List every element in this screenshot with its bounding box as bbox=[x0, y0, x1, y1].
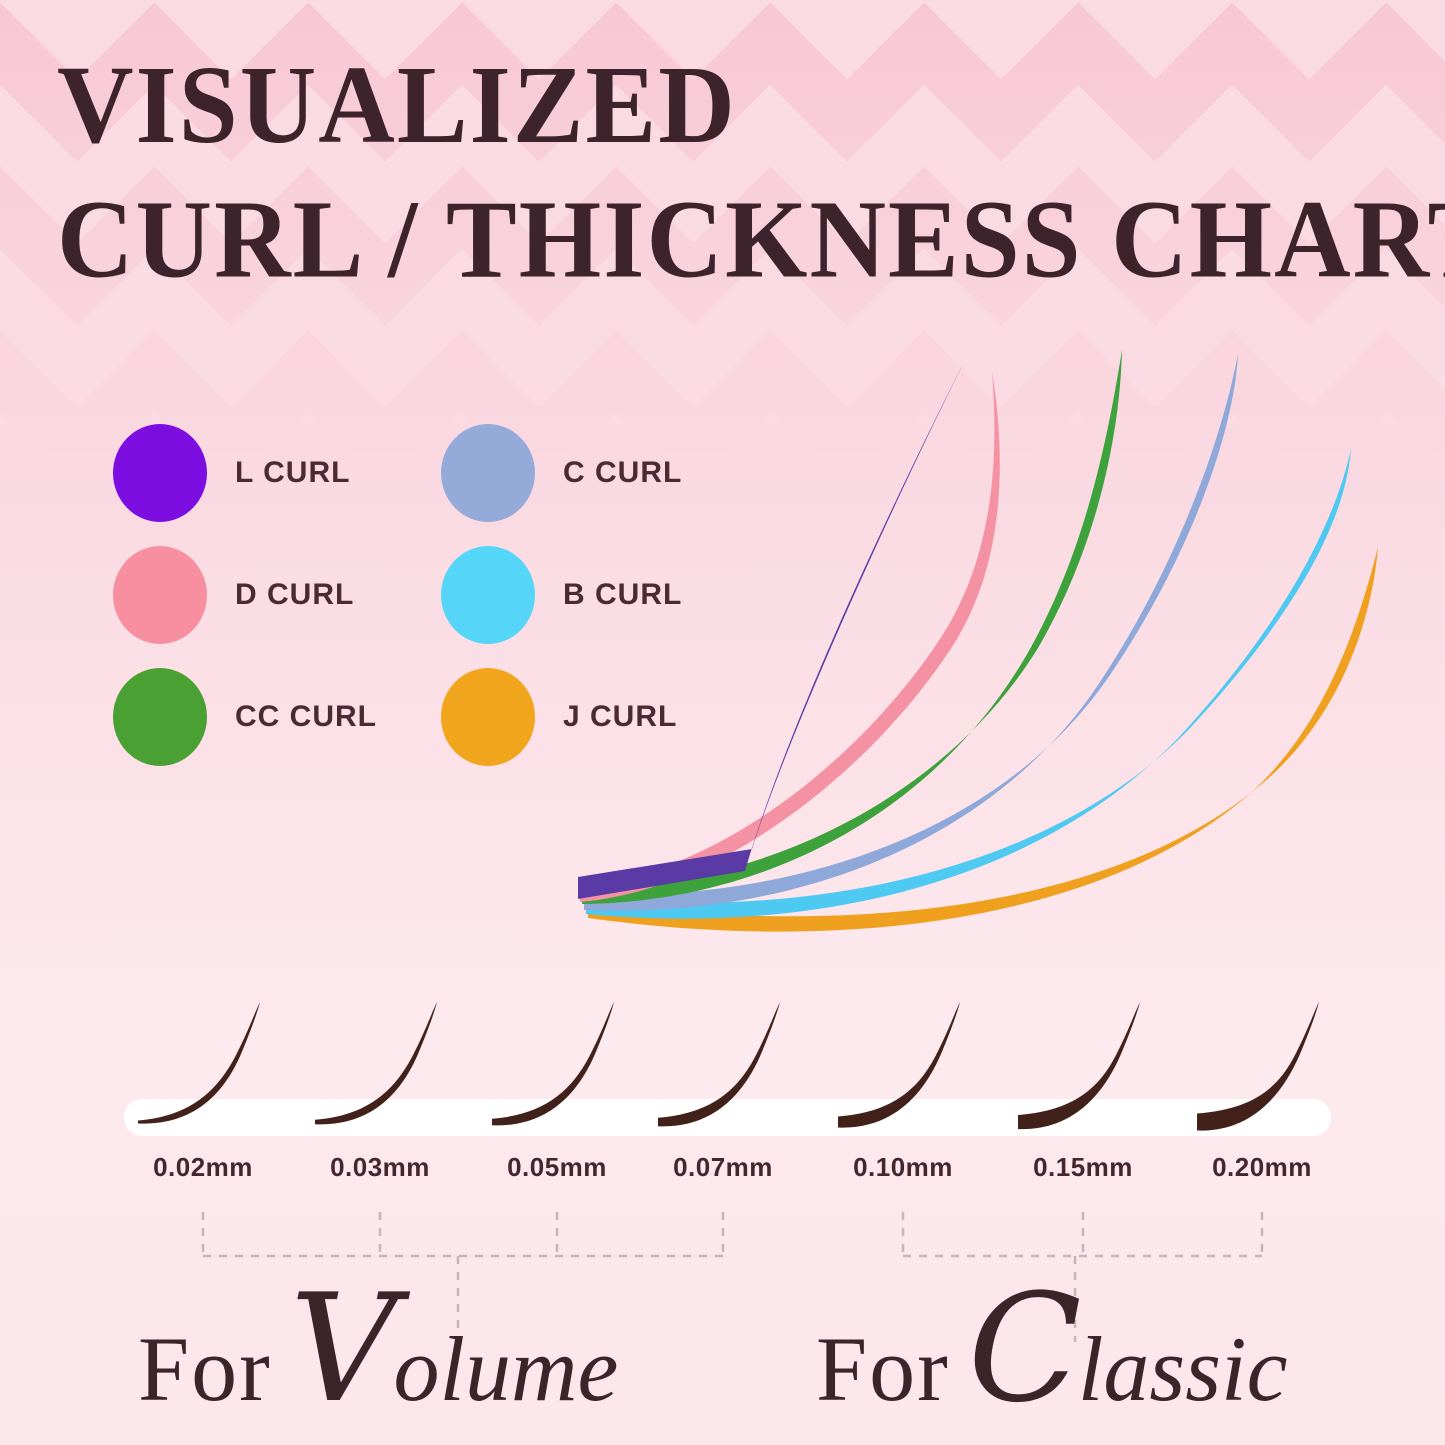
thickness-lash-samples bbox=[138, 1002, 1319, 1131]
legend-label: B CURL bbox=[563, 578, 683, 611]
lash-0.15mm bbox=[1018, 1002, 1140, 1130]
curve-l-curl bbox=[578, 358, 966, 899]
legend-item-cc-curl: CC CURL bbox=[113, 668, 441, 766]
curve-c-curl bbox=[584, 354, 1238, 911]
legend-label: D CURL bbox=[235, 578, 355, 611]
lash-0.07mm bbox=[658, 1002, 780, 1127]
lash-0.05mm bbox=[492, 1002, 614, 1126]
thickness-label-0.15mm: 0.15mm bbox=[1033, 1152, 1133, 1182]
legend-label: CC CURL bbox=[235, 700, 377, 733]
curl-legend: L CURL C CURL D CURL B CURL CC CURL J CU bbox=[113, 412, 801, 778]
legend-item-d-curl: D CURL bbox=[113, 546, 441, 644]
legend-item-j-curl: J CURL bbox=[441, 668, 801, 766]
curve-b-curl bbox=[586, 449, 1351, 919]
thickness-label-0.02mm: 0.02mm bbox=[153, 1152, 253, 1182]
thickness-label-0.05mm: 0.05mm bbox=[507, 1152, 607, 1182]
legend-item-l-curl: L CURL bbox=[113, 424, 441, 522]
curl-color-dot bbox=[113, 424, 207, 522]
legend-item-b-curl: B CURL bbox=[441, 546, 801, 644]
curl-color-dot bbox=[441, 546, 535, 644]
thickness-label-0.20mm: 0.20mm bbox=[1212, 1152, 1312, 1182]
thickness-group-brackets bbox=[201, 1212, 1264, 1342]
thickness-label-0.07mm: 0.07mm bbox=[673, 1152, 773, 1182]
thickness-label-0.03mm: 0.03mm bbox=[330, 1152, 430, 1182]
lash-0.02mm bbox=[138, 1002, 260, 1124]
for-classic-caption: For Classic bbox=[816, 1263, 1288, 1436]
page-title: VISUALIZED CURL / THICKNESS CHART bbox=[57, 38, 1445, 307]
page-title-line1: VISUALIZED bbox=[57, 43, 737, 167]
curl-color-dot bbox=[441, 424, 535, 522]
diamond-pattern-background bbox=[0, 0, 1445, 470]
for-classic-word: Classic bbox=[967, 1263, 1288, 1436]
page-title-line2: CURL / THICKNESS CHART bbox=[57, 177, 1445, 301]
lash-strip-bar bbox=[124, 1099, 1331, 1136]
legend-item-c-curl: C CURL bbox=[441, 424, 801, 522]
curl-color-dot bbox=[441, 668, 535, 766]
legend-label: C CURL bbox=[563, 456, 683, 489]
for-classic-prefix: For bbox=[816, 1318, 950, 1420]
legend-label: L CURL bbox=[235, 456, 351, 489]
for-volume-caption: For Volume bbox=[138, 1263, 619, 1436]
curl-color-dot bbox=[113, 668, 207, 766]
curve-d-curl bbox=[580, 372, 1000, 902]
for-volume-word: Volume bbox=[289, 1263, 619, 1436]
lash-0.10mm bbox=[838, 1002, 960, 1128]
for-volume-prefix: For bbox=[138, 1318, 272, 1420]
lash-0.20mm bbox=[1197, 1002, 1319, 1131]
curve-cc-curl bbox=[582, 350, 1122, 904]
lash-0.03mm bbox=[315, 1002, 437, 1125]
curl-color-dot bbox=[113, 546, 207, 644]
curl-curves bbox=[578, 350, 1378, 932]
legend-label: J CURL bbox=[563, 700, 678, 733]
thickness-label-0.10mm: 0.10mm bbox=[853, 1152, 953, 1182]
